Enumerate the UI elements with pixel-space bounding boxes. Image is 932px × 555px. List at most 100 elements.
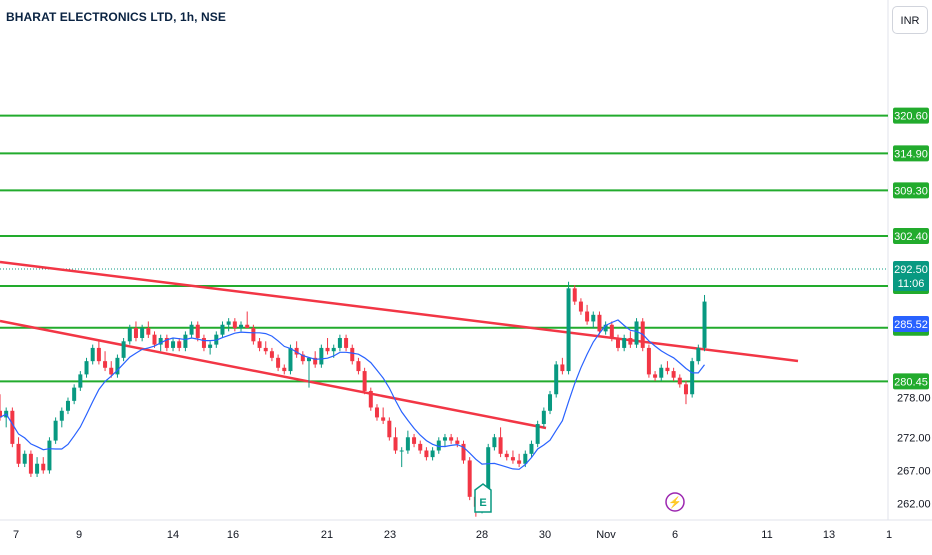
candle <box>671 367 676 382</box>
time-tick-label: 28 <box>476 529 488 541</box>
candle-body <box>90 347 95 362</box>
candle-body <box>84 361 89 375</box>
candle <box>609 321 614 342</box>
time-tick-label: 9 <box>76 529 82 541</box>
last-price-badge <box>893 261 929 291</box>
candle-body <box>387 420 392 438</box>
candle <box>65 397 70 415</box>
level-price-badge <box>893 145 929 162</box>
candle-body <box>362 371 367 391</box>
level-price-badge <box>893 107 929 124</box>
candle-body <box>47 440 52 471</box>
candle-body <box>232 321 237 329</box>
candle <box>0 394 2 421</box>
candle <box>127 324 132 345</box>
candle-body <box>646 347 651 375</box>
dividend-icon[interactable]: ⚡ <box>665 492 685 512</box>
time-tick-label: 1 <box>886 529 892 541</box>
candle-body <box>226 321 231 325</box>
candle <box>622 334 627 352</box>
candle-body <box>263 347 268 352</box>
candle <box>10 407 15 448</box>
candle-body <box>393 437 398 451</box>
candle <box>78 371 83 391</box>
candle <box>381 407 386 425</box>
candle <box>133 321 138 342</box>
candle-body <box>591 314 596 322</box>
candle <box>467 457 472 501</box>
candle <box>405 430 410 454</box>
candle <box>424 447 429 461</box>
candle <box>368 387 373 411</box>
earnings-icon[interactable]: E <box>474 483 492 513</box>
candle-body <box>609 324 614 338</box>
candle-body <box>690 361 695 395</box>
candle-body <box>616 337 620 348</box>
last-price-label: 292.50 <box>894 264 928 276</box>
candle <box>634 318 639 348</box>
candle <box>350 344 355 365</box>
candle-body <box>331 347 336 352</box>
earnings-label: E <box>479 497 486 509</box>
level-price-label: 302.40 <box>894 231 928 243</box>
candle <box>597 311 602 335</box>
candle-body <box>282 367 287 372</box>
candle <box>226 318 231 332</box>
trendline[interactable] <box>0 260 799 363</box>
candle-body <box>0 410 2 418</box>
candle <box>41 457 46 474</box>
candle <box>356 357 361 375</box>
time-tick-label: 30 <box>539 529 551 541</box>
candle-body <box>374 407 379 418</box>
currency-button[interactable]: INR <box>892 6 928 34</box>
candle <box>492 433 497 451</box>
candle-body <box>152 334 157 345</box>
candle-body <box>133 328 138 338</box>
time-tick-label: 23 <box>384 529 396 541</box>
candle-body <box>418 443 423 451</box>
candle <box>35 457 40 477</box>
candle <box>84 357 89 378</box>
time-tick-label: 7 <box>13 529 19 541</box>
candle <box>418 440 423 454</box>
bar-countdown-label: 11:06 <box>898 278 925 290</box>
candle-body <box>78 374 83 388</box>
dividend-badge-shape <box>665 492 685 512</box>
candle-body <box>121 341 126 358</box>
candle-body <box>585 311 590 322</box>
candle-body <box>164 337 169 348</box>
ma-price-badge <box>893 316 929 332</box>
level-price-badge <box>893 373 929 390</box>
candle-body <box>245 324 250 329</box>
candle-body <box>523 453 528 464</box>
candle-body <box>201 337 206 348</box>
candle-body <box>269 351 274 358</box>
candle <box>146 321 151 338</box>
price-tick-label: 267.00 <box>897 465 931 477</box>
candle-body <box>492 437 497 448</box>
candle <box>16 437 21 468</box>
candle <box>344 334 349 352</box>
candle-body <box>251 328 256 342</box>
candle-body <box>529 443 534 454</box>
candle <box>72 384 77 405</box>
candle <box>201 334 206 352</box>
candle <box>22 450 27 468</box>
candle-body <box>53 420 58 441</box>
price-tick-label: 278.00 <box>897 393 931 405</box>
candle-body <box>560 364 565 372</box>
trendline[interactable] <box>0 319 547 430</box>
candle <box>164 334 169 352</box>
candle <box>90 344 95 365</box>
time-tick-label: 14 <box>167 529 179 541</box>
candle <box>690 357 695 398</box>
candle <box>59 407 64 428</box>
candle-body <box>535 424 540 444</box>
candle-body <box>220 324 225 335</box>
candle <box>646 344 651 378</box>
candle <box>251 324 256 345</box>
candle-body <box>300 354 305 362</box>
candle-body <box>603 324 608 332</box>
